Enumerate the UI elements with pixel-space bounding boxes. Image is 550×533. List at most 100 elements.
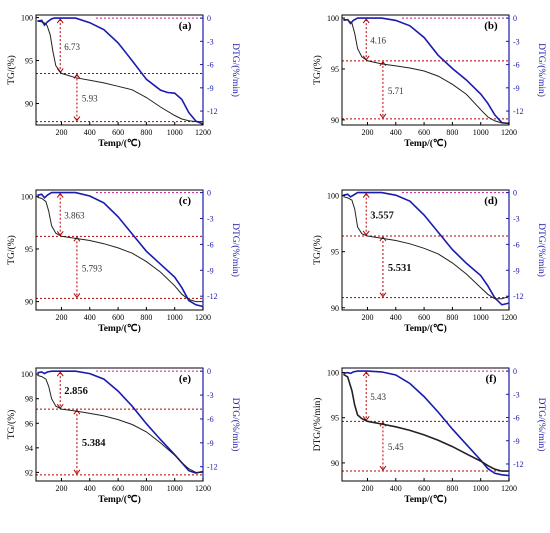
dtg-series-line [37, 17, 204, 125]
y2-axis-label: DTG/(%/min) [230, 398, 241, 452]
y2-tick-label: -9 [513, 84, 520, 93]
dtg-series-line [343, 191, 510, 306]
y-tick-label: 95 [25, 57, 33, 66]
x-tick-label: 200 [361, 313, 373, 322]
y-tick-label: 95 [331, 414, 339, 423]
x-axis-label: Temp/(℃) [98, 323, 141, 334]
arrow-2-heads [379, 236, 387, 298]
y-tick-label: 90 [25, 298, 33, 307]
panel-label: (a) [179, 20, 192, 32]
x-tick-label: 600 [112, 484, 124, 493]
x-axis-label: Temp/(℃) [98, 138, 141, 149]
y-tick-label: 95 [25, 245, 33, 254]
annotation-2: 5.384 [82, 438, 106, 449]
y2-tick-label: 0 [513, 367, 517, 376]
x-tick-label: 800 [446, 128, 458, 137]
tg-series-line [37, 374, 203, 473]
y2-tick-label: -6 [513, 240, 520, 249]
annotation-2: 5.45 [388, 442, 404, 452]
x-tick-label: 800 [446, 313, 458, 322]
annotation-1: 2.856 [64, 386, 88, 397]
y-tick-label: 100 [327, 369, 339, 378]
x-tick-label: 600 [418, 128, 430, 137]
y-tick-label: 92 [25, 468, 33, 477]
x-tick-label: 200 [55, 313, 67, 322]
dtg-series-line [37, 191, 204, 308]
y2-axis-label: DTG/(%/min) [536, 223, 547, 277]
y2-tick-label: -3 [513, 390, 520, 399]
y2-tick-label: -3 [207, 214, 214, 223]
y-tick-label: 96 [25, 419, 33, 428]
panel-label: (c) [179, 195, 192, 207]
y2-tick-label: 0 [513, 14, 517, 23]
x-tick-label: 1000 [473, 484, 489, 493]
y2-axis-label: DTG/(%/min) [230, 223, 241, 277]
x-tick-label: 400 [390, 484, 402, 493]
panel-label: (d) [484, 195, 498, 207]
x-tick-label: 800 [140, 484, 152, 493]
y-axis-label: TG/(%) [312, 235, 323, 265]
y2-tick-label: -3 [207, 37, 214, 46]
x-tick-label: 400 [390, 313, 402, 322]
plot-frame [35, 189, 204, 311]
x-tick-label: 200 [361, 128, 373, 137]
dtg-series-line [343, 17, 510, 125]
arrow-2-heads [73, 73, 81, 122]
y-tick-label: 100 [21, 14, 33, 23]
tg-series-line [37, 20, 203, 123]
dtg-series-line [37, 370, 204, 474]
x-tick-label: 1200 [501, 313, 517, 322]
y-tick-label: 95 [331, 248, 339, 257]
y2-tick-label: 0 [207, 14, 211, 23]
annotation-1: 3.557 [370, 210, 394, 221]
y-tick-label: 100 [327, 192, 339, 201]
y2-tick-label: -9 [207, 84, 214, 93]
annotation-1: 5.43 [370, 392, 386, 402]
x-axis-label: Temp/(℃) [404, 323, 447, 334]
y-axis-label: TG/(%) [6, 55, 17, 85]
annotation-2: 5.93 [82, 94, 98, 104]
x-axis-label: Temp/(℃) [404, 494, 447, 505]
x-tick-label: 1000 [167, 484, 183, 493]
y-tick-label: 90 [331, 459, 339, 468]
y-tick-label: 90 [331, 304, 339, 313]
plot-frame [341, 189, 510, 311]
x-tick-label: 400 [84, 128, 96, 137]
x-axis-label: Temp/(℃) [404, 138, 447, 149]
x-tick-label: 200 [55, 128, 67, 137]
y-tick-label: 100 [327, 14, 339, 23]
tg-series-line [37, 196, 203, 303]
y2-tick-label: -9 [207, 266, 214, 275]
y2-tick-label: 0 [207, 189, 211, 198]
y2-tick-label: -6 [207, 240, 214, 249]
x-tick-label: 200 [55, 484, 67, 493]
annotation-2: 5.531 [388, 263, 412, 274]
y-axis-label: TG/(%) [312, 55, 323, 85]
x-tick-label: 1000 [167, 313, 183, 322]
y-tick-label: 98 [25, 395, 33, 404]
arrow-2-heads [73, 409, 81, 475]
tg-series-line [343, 18, 509, 124]
x-tick-label: 1000 [167, 128, 183, 137]
y-tick-label: 100 [21, 192, 33, 201]
annotation-1: 6.73 [64, 42, 80, 52]
x-tick-label: 1200 [501, 128, 517, 137]
x-tick-label: 200 [361, 484, 373, 493]
x-tick-label: 600 [418, 313, 430, 322]
tg-series-line [342, 373, 509, 472]
y2-tick-label: -12 [207, 463, 218, 472]
y2-tick-label: -12 [207, 107, 218, 116]
y2-tick-label: -6 [207, 61, 214, 70]
x-tick-label: 600 [418, 484, 430, 493]
y-tick-label: 95 [331, 65, 339, 74]
y-tick-label: 100 [21, 370, 33, 379]
x-tick-label: 400 [84, 313, 96, 322]
y2-tick-label: -12 [207, 292, 218, 301]
annotation-1: 3.863 [64, 210, 85, 220]
x-tick-label: 1200 [501, 484, 517, 493]
